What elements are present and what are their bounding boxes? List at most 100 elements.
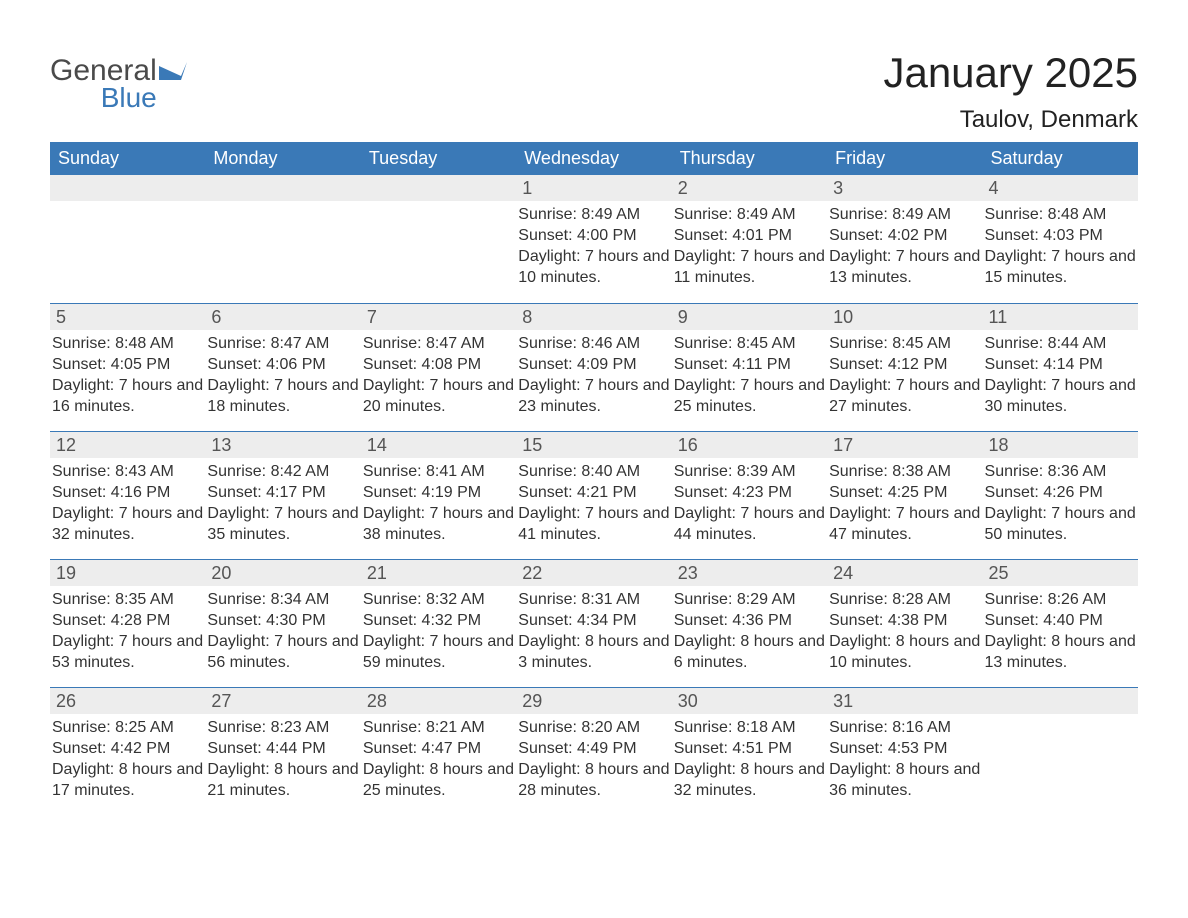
sunset-line: Sunset: 4:00 PM <box>518 226 669 247</box>
day-number: 26 <box>50 688 205 714</box>
day-details: Sunrise: 8:49 AMSunset: 4:01 PMDaylight:… <box>672 201 827 296</box>
day-number: 4 <box>983 175 1138 201</box>
day-details: Sunrise: 8:49 AMSunset: 4:02 PMDaylight:… <box>827 201 982 296</box>
daylight-line: Daylight: 7 hours and 44 minutes. <box>674 504 825 546</box>
sunset-line: Sunset: 4:34 PM <box>518 611 669 632</box>
sunrise-line: Sunrise: 8:20 AM <box>518 718 669 739</box>
sunrise-line: Sunrise: 8:45 AM <box>829 334 980 355</box>
daylight-line: Daylight: 7 hours and 41 minutes. <box>518 504 669 546</box>
day-number <box>205 175 360 201</box>
sunset-line: Sunset: 4:01 PM <box>674 226 825 247</box>
daylight-line: Daylight: 7 hours and 20 minutes. <box>363 376 514 418</box>
day-number: 3 <box>827 175 982 201</box>
day-cell: 10Sunrise: 8:45 AMSunset: 4:12 PMDayligh… <box>827 304 982 431</box>
day-cell: 16Sunrise: 8:39 AMSunset: 4:23 PMDayligh… <box>672 432 827 559</box>
sunset-line: Sunset: 4:03 PM <box>985 226 1136 247</box>
sunset-line: Sunset: 4:30 PM <box>207 611 358 632</box>
day-details: Sunrise: 8:26 AMSunset: 4:40 PMDaylight:… <box>983 586 1138 681</box>
weekday-header-row: Sunday Monday Tuesday Wednesday Thursday… <box>50 142 1138 175</box>
day-details: Sunrise: 8:32 AMSunset: 4:32 PMDaylight:… <box>361 586 516 681</box>
day-details: Sunrise: 8:48 AMSunset: 4:05 PMDaylight:… <box>50 330 205 425</box>
sunrise-line: Sunrise: 8:28 AM <box>829 590 980 611</box>
day-number: 17 <box>827 432 982 458</box>
sunset-line: Sunset: 4:26 PM <box>985 483 1136 504</box>
location-label: Taulov, Denmark <box>883 106 1138 134</box>
weekday-header: Saturday <box>983 142 1138 175</box>
daylight-line: Daylight: 8 hours and 3 minutes. <box>518 632 669 674</box>
sunrise-line: Sunrise: 8:34 AM <box>207 590 358 611</box>
day-cell: 15Sunrise: 8:40 AMSunset: 4:21 PMDayligh… <box>516 432 671 559</box>
sunrise-line: Sunrise: 8:40 AM <box>518 462 669 483</box>
day-cell: 31Sunrise: 8:16 AMSunset: 4:53 PMDayligh… <box>827 688 982 815</box>
day-details: Sunrise: 8:46 AMSunset: 4:09 PMDaylight:… <box>516 330 671 425</box>
day-details: Sunrise: 8:34 AMSunset: 4:30 PMDaylight:… <box>205 586 360 681</box>
sunrise-line: Sunrise: 8:35 AM <box>52 590 203 611</box>
sunrise-line: Sunrise: 8:49 AM <box>518 205 669 226</box>
day-cell: 27Sunrise: 8:23 AMSunset: 4:44 PMDayligh… <box>205 688 360 815</box>
sunset-line: Sunset: 4:25 PM <box>829 483 980 504</box>
sunset-line: Sunset: 4:23 PM <box>674 483 825 504</box>
day-details: Sunrise: 8:29 AMSunset: 4:36 PMDaylight:… <box>672 586 827 681</box>
brand-logo: General Blue <box>50 50 187 112</box>
daylight-line: Daylight: 7 hours and 30 minutes. <box>985 376 1136 418</box>
day-details: Sunrise: 8:45 AMSunset: 4:12 PMDaylight:… <box>827 330 982 425</box>
sunset-line: Sunset: 4:05 PM <box>52 355 203 376</box>
day-cell: 19Sunrise: 8:35 AMSunset: 4:28 PMDayligh… <box>50 560 205 687</box>
day-number: 2 <box>672 175 827 201</box>
day-cell: 24Sunrise: 8:28 AMSunset: 4:38 PMDayligh… <box>827 560 982 687</box>
day-cell: 13Sunrise: 8:42 AMSunset: 4:17 PMDayligh… <box>205 432 360 559</box>
day-number: 31 <box>827 688 982 714</box>
daylight-line: Daylight: 7 hours and 16 minutes. <box>52 376 203 418</box>
sunset-line: Sunset: 4:02 PM <box>829 226 980 247</box>
weekday-header: Thursday <box>672 142 827 175</box>
day-number: 10 <box>827 304 982 330</box>
day-number: 18 <box>983 432 1138 458</box>
daylight-line: Daylight: 8 hours and 21 minutes. <box>207 760 358 802</box>
sunrise-line: Sunrise: 8:23 AM <box>207 718 358 739</box>
day-cell: 25Sunrise: 8:26 AMSunset: 4:40 PMDayligh… <box>983 560 1138 687</box>
day-number: 6 <box>205 304 360 330</box>
day-number: 7 <box>361 304 516 330</box>
day-cell: 7 Sunrise: 8:47 AMSunset: 4:08 PMDaylight… <box>361 304 516 431</box>
day-details: Sunrise: 8:38 AMSunset: 4:25 PMDaylight:… <box>827 458 982 553</box>
sunset-line: Sunset: 4:42 PM <box>52 739 203 760</box>
day-cell: 12Sunrise: 8:43 AMSunset: 4:16 PMDayligh… <box>50 432 205 559</box>
day-details: Sunrise: 8:20 AMSunset: 4:49 PMDaylight:… <box>516 714 671 809</box>
weekday-header: Wednesday <box>516 142 671 175</box>
sunrise-line: Sunrise: 8:21 AM <box>363 718 514 739</box>
page-header: General Blue January 2025 Taulov, Denmar… <box>50 50 1138 134</box>
sunset-line: Sunset: 4:08 PM <box>363 355 514 376</box>
daylight-line: Daylight: 8 hours and 25 minutes. <box>363 760 514 802</box>
sunrise-line: Sunrise: 8:47 AM <box>363 334 514 355</box>
daylight-line: Daylight: 7 hours and 15 minutes. <box>985 247 1136 289</box>
sunrise-line: Sunrise: 8:38 AM <box>829 462 980 483</box>
day-number: 27 <box>205 688 360 714</box>
sunset-line: Sunset: 4:06 PM <box>207 355 358 376</box>
week-row: 19Sunrise: 8:35 AMSunset: 4:28 PMDayligh… <box>50 559 1138 687</box>
day-details: Sunrise: 8:18 AMSunset: 4:51 PMDaylight:… <box>672 714 827 809</box>
sunrise-line: Sunrise: 8:29 AM <box>674 590 825 611</box>
sunrise-line: Sunrise: 8:48 AM <box>52 334 203 355</box>
daylight-line: Daylight: 7 hours and 53 minutes. <box>52 632 203 674</box>
sunset-line: Sunset: 4:53 PM <box>829 739 980 760</box>
daylight-line: Daylight: 7 hours and 38 minutes. <box>363 504 514 546</box>
day-cell: 3Sunrise: 8:49 AMSunset: 4:02 PMDaylight… <box>827 175 982 303</box>
daylight-line: Daylight: 8 hours and 17 minutes. <box>52 760 203 802</box>
day-cell: 11Sunrise: 8:44 AMSunset: 4:14 PMDayligh… <box>983 304 1138 431</box>
sunset-line: Sunset: 4:51 PM <box>674 739 825 760</box>
sunset-line: Sunset: 4:36 PM <box>674 611 825 632</box>
sunset-line: Sunset: 4:38 PM <box>829 611 980 632</box>
sunrise-line: Sunrise: 8:16 AM <box>829 718 980 739</box>
day-cell: 30Sunrise: 8:18 AMSunset: 4:51 PMDayligh… <box>672 688 827 815</box>
day-number <box>361 175 516 201</box>
day-cell: 26Sunrise: 8:25 AMSunset: 4:42 PMDayligh… <box>50 688 205 815</box>
sunset-line: Sunset: 4:11 PM <box>674 355 825 376</box>
daylight-line: Daylight: 7 hours and 18 minutes. <box>207 376 358 418</box>
day-number: 11 <box>983 304 1138 330</box>
sunset-line: Sunset: 4:14 PM <box>985 355 1136 376</box>
day-details: Sunrise: 8:44 AMSunset: 4:14 PMDaylight:… <box>983 330 1138 425</box>
day-cell: 20Sunrise: 8:34 AMSunset: 4:30 PMDayligh… <box>205 560 360 687</box>
day-details: Sunrise: 8:25 AMSunset: 4:42 PMDaylight:… <box>50 714 205 809</box>
week-row: 26Sunrise: 8:25 AMSunset: 4:42 PMDayligh… <box>50 687 1138 815</box>
daylight-line: Daylight: 7 hours and 35 minutes. <box>207 504 358 546</box>
